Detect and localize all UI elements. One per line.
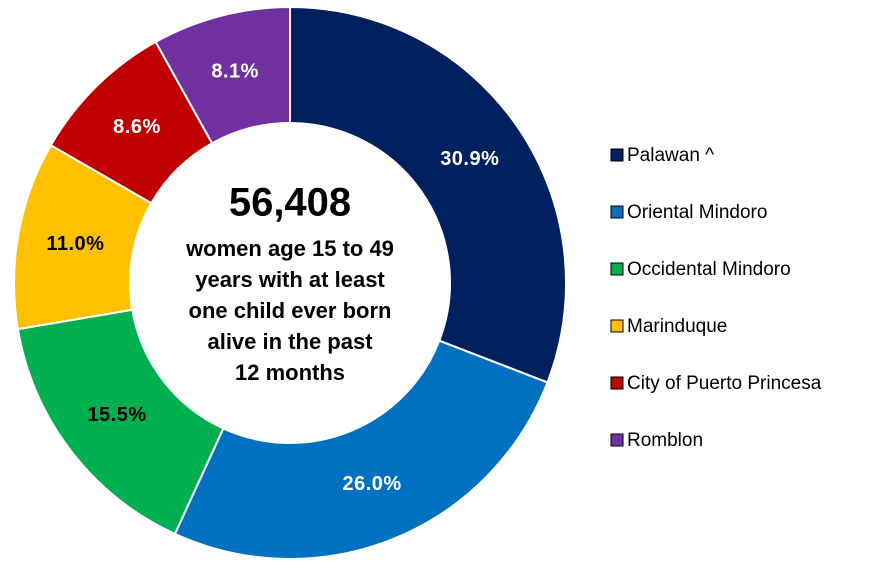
legend-label: Marinduque <box>627 316 727 337</box>
legend-swatch <box>610 433 624 447</box>
center-line: years with at least <box>195 267 385 292</box>
slice-label: 26.0% <box>342 473 401 495</box>
legend-label: Oriental Mindoro <box>627 202 767 223</box>
slice <box>289 5 567 384</box>
center-line: 12 months <box>235 360 345 385</box>
donut <box>13 5 567 560</box>
center-text: 56,408 women age 15 to 49 years with at le… <box>185 181 394 385</box>
legend-swatch <box>610 205 624 219</box>
legend-label: Occidental Mindoro <box>627 259 791 280</box>
slice-label: 8.1% <box>211 60 259 82</box>
legend: Palawan ^ Oriental Mindoro Occidental Mind… <box>610 145 822 451</box>
legend-swatch <box>610 376 624 390</box>
legend-swatch <box>610 262 624 276</box>
legend-swatch <box>610 148 624 162</box>
center-line: women age 15 to 49 <box>185 236 394 261</box>
slice-labels: 30.9% 26.0% 15.5% 11.0% 8.6% 8.1% <box>46 60 499 495</box>
slice-label: 30.9% <box>440 148 499 170</box>
center-value: 56,408 <box>229 181 351 225</box>
slice <box>173 339 549 560</box>
legend-swatch <box>610 319 624 333</box>
legend-label: Romblon <box>627 430 703 451</box>
center-line: alive in the past <box>207 329 373 354</box>
slice <box>154 5 291 145</box>
legend-label: Palawan ^ <box>627 145 714 166</box>
slice-label: 11.0% <box>46 233 104 255</box>
slice <box>16 308 225 536</box>
center-line: one child ever born <box>189 298 392 323</box>
slice-label: 8.6% <box>113 116 161 138</box>
legend-label: City of Puerto Princesa <box>627 373 822 394</box>
slice-label: 15.5% <box>87 404 146 426</box>
